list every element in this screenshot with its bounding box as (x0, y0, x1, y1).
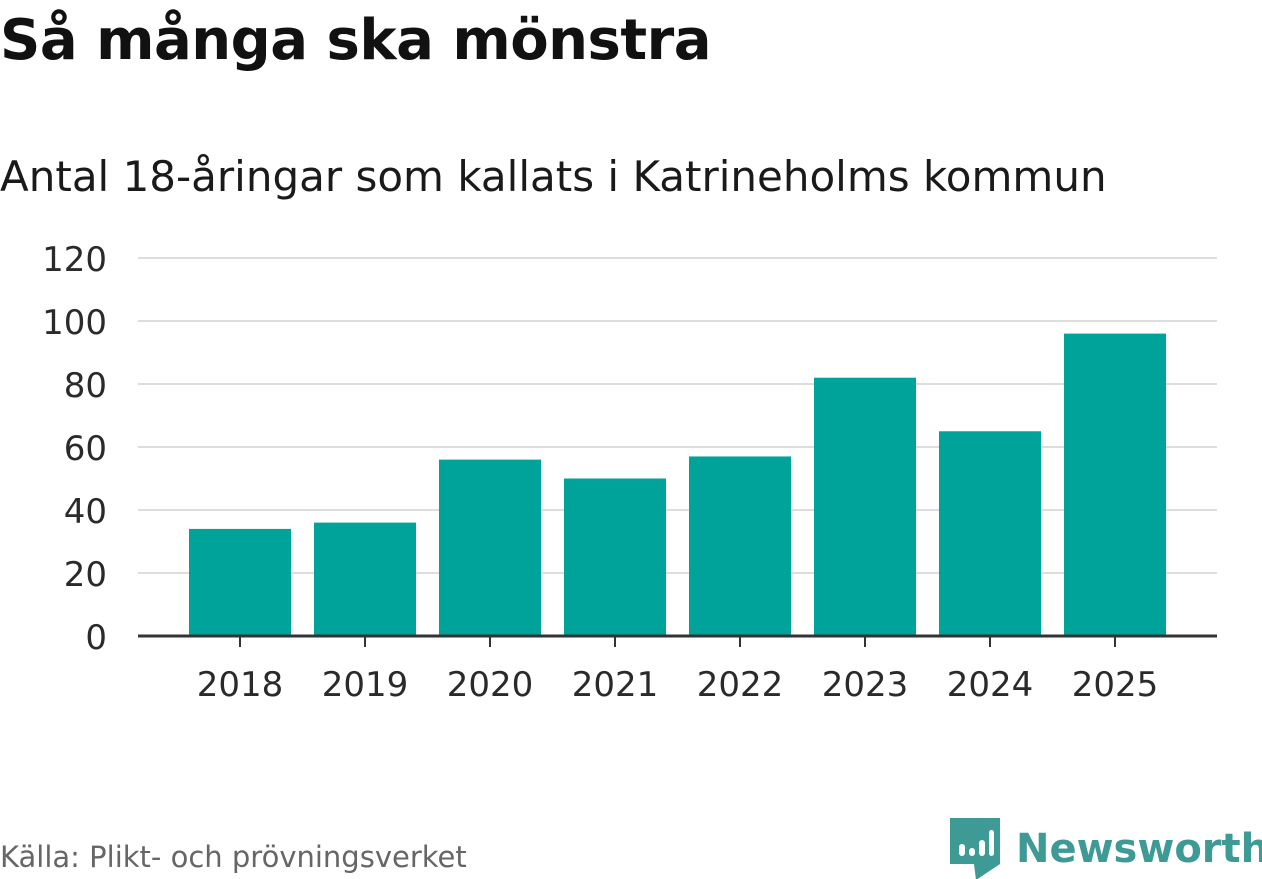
x-tick-label: 2020 (447, 665, 534, 705)
y-tick-label: 120 (42, 240, 107, 280)
gridlines (138, 257, 1217, 574)
x-tick-label: 2023 (822, 665, 909, 705)
y-tick-label: 40 (64, 492, 107, 532)
y-tick-label: 20 (64, 555, 107, 595)
bar-chart: 0 20 40 60 80 100 120 2018 2019 2020 2021 2022 2023… (42, 240, 1217, 705)
x-tick-label: 2022 (697, 665, 784, 705)
bar (189, 528, 291, 636)
bar (814, 377, 916, 636)
y-axis-ticks: 0 20 40 60 80 100 120 (42, 240, 107, 658)
x-tick-label: 2021 (572, 665, 659, 705)
x-axis-ticks: 2018 2019 2020 2021 2022 2023 2024 2025 (138, 634, 1217, 705)
bar (439, 459, 541, 636)
bar (1064, 333, 1166, 636)
bar (314, 522, 416, 636)
y-tick-label: 60 (64, 429, 107, 469)
x-tick-label: 2024 (947, 665, 1034, 705)
brand-logo: Newsworthy (950, 818, 1262, 879)
x-tick-label: 2025 (1072, 665, 1159, 705)
y-tick-label: 0 (85, 618, 107, 658)
bar (689, 456, 791, 636)
chart-title: Så många ska mönstra (0, 8, 712, 73)
source-note: Källa: Plikt- och prövningsverket (0, 840, 467, 874)
newsworthy-bar-chart-icon (950, 818, 1000, 879)
brand-name: Newsworthy (1016, 826, 1262, 872)
bar (939, 431, 1041, 636)
bars (189, 333, 1166, 636)
x-tick-label: 2018 (197, 665, 284, 705)
y-tick-label: 100 (42, 303, 107, 343)
bar (564, 478, 666, 636)
x-tick-label: 2019 (322, 665, 409, 705)
chart-subtitle: Antal 18-åringar som kallats i Katrineho… (0, 152, 1107, 201)
y-tick-label: 80 (64, 366, 107, 406)
